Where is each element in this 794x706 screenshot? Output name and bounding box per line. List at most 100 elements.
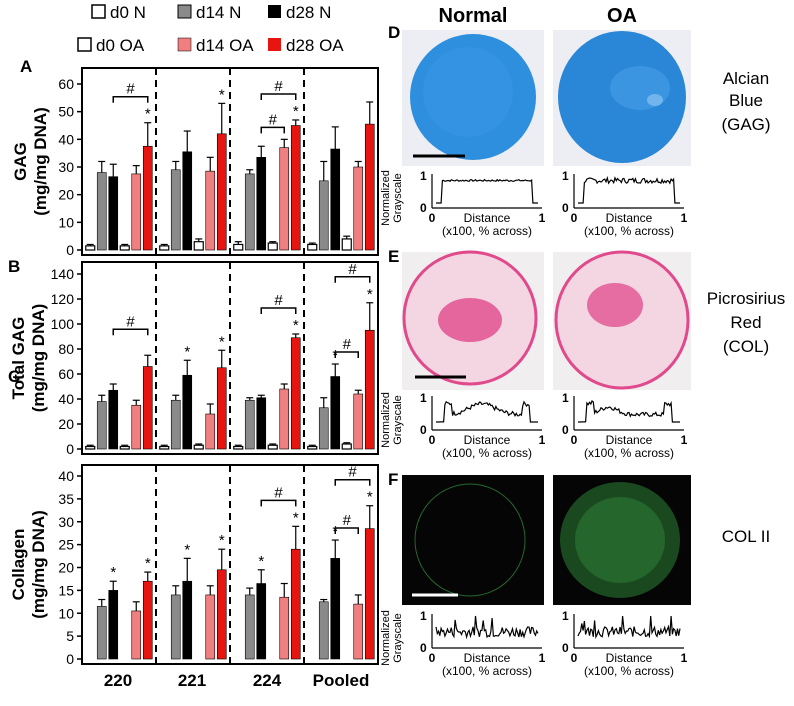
- y-tick-label: 80: [58, 341, 74, 357]
- bar-d0-n: [85, 445, 96, 450]
- panel-letter-c: C: [8, 367, 20, 386]
- y-tick-label: 100: [51, 316, 75, 332]
- significance-star: *: [293, 317, 299, 334]
- y-tick-label: 20: [58, 187, 74, 203]
- y-tick-label: 50: [58, 104, 74, 120]
- significance-hash: #: [343, 336, 352, 353]
- bar-d14-oa: [353, 166, 364, 251]
- bar-d14-oa: [279, 147, 290, 251]
- panel-letter-f: F: [388, 470, 398, 489]
- legend-label-d28oa: d28 OA: [286, 36, 344, 55]
- profile-tick-0: 0: [562, 423, 569, 437]
- profile-xtick-1: 1: [539, 211, 546, 225]
- significance-bracket: [112, 95, 149, 103]
- bar-d14-n: [96, 172, 107, 251]
- column-header-oa: OA: [607, 5, 637, 27]
- profile-xsub: (x100, % across): [584, 224, 674, 238]
- bar-d28-n: [108, 389, 119, 450]
- bar-d28-n: [108, 176, 119, 251]
- profile-tick-1: 1: [562, 391, 569, 405]
- significance-star: *: [367, 286, 373, 303]
- y-axis-label-units: (mg/mg DNA): [29, 510, 48, 619]
- bar-d14-oa: [279, 388, 290, 450]
- bar-d14-n: [96, 606, 107, 660]
- significance-bracket: [260, 93, 297, 100]
- profile-xtick-0: 0: [571, 433, 578, 447]
- profile-xtick-0: 0: [429, 211, 436, 225]
- profile-ylabel-2: Grayscale: [392, 173, 404, 223]
- bar-d0-n: [159, 245, 170, 251]
- legend-swatch-d0n: [91, 4, 106, 19]
- bar-d28-n: [330, 376, 341, 450]
- bar-d28-oa: [290, 125, 301, 251]
- panel-letter-a: A: [20, 57, 32, 76]
- significance-star: *: [219, 86, 225, 103]
- significance-hash: #: [274, 484, 283, 501]
- profile-tick-0: 0: [562, 641, 569, 655]
- bar-d28-n: [256, 583, 267, 660]
- bar-d0-n: [307, 243, 318, 251]
- row-label-e-2: Red: [730, 313, 761, 332]
- legend-swatch-d14n: [177, 4, 192, 19]
- significance-star: *: [293, 103, 299, 120]
- bar-d0-oa: [267, 242, 278, 251]
- legend-label-d14oa: d14 OA: [196, 36, 254, 55]
- bar-d14-oa: [279, 596, 290, 660]
- significance-hash: #: [343, 512, 352, 529]
- y-tick-label: 25: [58, 537, 74, 553]
- significance-star: *: [184, 343, 190, 360]
- y-tick-label: 40: [58, 468, 74, 484]
- group-label-221: 221: [178, 671, 206, 690]
- y-tick-label: 0: [66, 242, 74, 258]
- bar-d28-oa: [216, 133, 227, 251]
- legend-swatch-d28oa: [268, 38, 281, 51]
- bar-d0-n: [85, 245, 96, 251]
- profile-xtick-0: 0: [429, 651, 436, 665]
- significance-bracket: [260, 307, 297, 314]
- profile-xtick-0: 0: [571, 651, 578, 665]
- legend-swatch-d14oa: [177, 37, 192, 52]
- image-col2-normal: [402, 475, 544, 605]
- y-tick-label: 120: [51, 291, 75, 307]
- profile-tick-0: 0: [420, 423, 427, 437]
- profile-tick-1: 1: [420, 169, 427, 183]
- bar-d28-n: [182, 151, 193, 251]
- profile-ylabel: Normalized: [380, 610, 392, 666]
- y-axis-label-units: (mg/mg DNA): [29, 304, 48, 413]
- y-tick-label: 60: [58, 76, 74, 92]
- y-tick-label: 35: [58, 491, 74, 507]
- bar-d28-n: [182, 580, 193, 660]
- significance-star: *: [258, 553, 264, 570]
- bar-d0-oa: [267, 444, 278, 450]
- y-axis-label: Collagen: [9, 529, 28, 601]
- significance-hash: #: [269, 111, 278, 128]
- bar-d28-n: [182, 374, 193, 450]
- profile-ylabel-2: Grayscale: [392, 395, 404, 445]
- profile-ylabel-2: Grayscale: [392, 613, 404, 663]
- legend-label-d28n: d28 N: [286, 3, 331, 22]
- bar-d28-oa: [216, 367, 227, 450]
- significance-star: *: [367, 489, 373, 506]
- y-tick-label: 5: [66, 628, 74, 644]
- bar-d28-n: [108, 590, 119, 660]
- panel-letter-d: D: [388, 23, 400, 42]
- legend-label-d0oa: d0 OA: [96, 36, 145, 55]
- profile-xtick-1: 1: [539, 433, 546, 447]
- profile-xtick-0: 0: [429, 433, 436, 447]
- image-col2-oa: [553, 475, 691, 605]
- bar-d14-n: [244, 399, 255, 450]
- profile-curve-oa: [577, 615, 681, 640]
- significance-star: *: [293, 509, 299, 526]
- bar-d14-n: [244, 173, 255, 251]
- profile-curve-normal: [436, 178, 538, 204]
- bar-d28-oa: [364, 329, 375, 450]
- bar-d14-n: [318, 180, 329, 251]
- profile-xtick-0: 0: [571, 211, 578, 225]
- profile-xlabel: Distance: [606, 433, 653, 447]
- y-tick-label: 10: [58, 605, 74, 621]
- bar-d14-n: [318, 407, 329, 450]
- bar-d14-n: [170, 169, 181, 251]
- significance-star: *: [145, 106, 151, 123]
